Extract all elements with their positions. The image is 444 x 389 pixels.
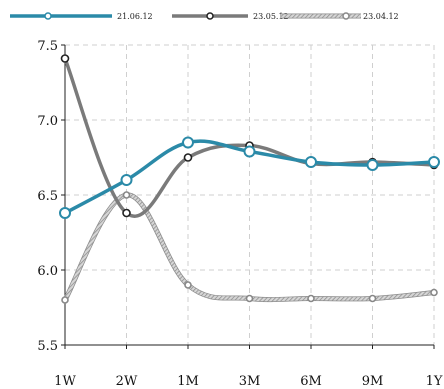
data-point — [245, 294, 254, 303]
y-tick-label: 7.0 — [37, 114, 58, 129]
legend-label: 23.04.12 — [363, 12, 399, 21]
legend-label: 23.05.12 — [253, 12, 289, 21]
series-group — [59, 54, 440, 304]
legend: 21.06.12 23.05.12 23.04.12 — [10, 12, 399, 21]
series-21.06.12 — [59, 136, 440, 219]
data-point — [428, 156, 440, 168]
legend-item: 23.04.12 — [281, 12, 399, 21]
tick-labels: 5.5 6.0 6.5 7.0 7.5 1W 2W 1M 3M 6M 9M 1Y — [37, 39, 443, 389]
legend-marker — [342, 12, 350, 20]
x-tick-label: 1W — [54, 374, 76, 389]
data-point — [184, 281, 192, 289]
data-point — [305, 156, 317, 168]
data-point — [60, 54, 70, 63]
x-tick-label: 9M — [362, 374, 384, 389]
legend-item: 23.05.12 — [172, 12, 289, 21]
legend-marker — [44, 12, 52, 20]
axes — [61, 44, 435, 349]
data-point — [61, 296, 69, 304]
data-point — [430, 288, 438, 297]
data-point — [59, 207, 71, 219]
y-tick-label: 5.5 — [37, 339, 58, 354]
data-point — [182, 136, 194, 149]
x-tick-label: 2W — [116, 374, 138, 389]
y-tick-label: 6.0 — [37, 264, 58, 279]
legend-label: 21.06.12 — [117, 12, 153, 21]
data-point — [243, 145, 256, 158]
data-point — [120, 174, 133, 186]
legend-marker — [206, 12, 214, 20]
data-point — [368, 294, 377, 303]
x-tick-label: 1M — [177, 374, 199, 389]
legend-item: 21.06.12 — [10, 12, 153, 21]
data-point — [122, 208, 131, 218]
x-tick-label: 3M — [239, 374, 261, 389]
y-tick-label: 7.5 — [37, 39, 58, 54]
x-tick-label: 1Y — [426, 374, 443, 389]
x-tick-label: 6M — [300, 374, 322, 389]
data-point — [183, 153, 193, 162]
grid — [65, 44, 435, 345]
y-tick-label: 6.5 — [37, 189, 58, 204]
data-point — [366, 159, 379, 171]
data-point — [307, 294, 315, 303]
data-point — [122, 191, 131, 199]
